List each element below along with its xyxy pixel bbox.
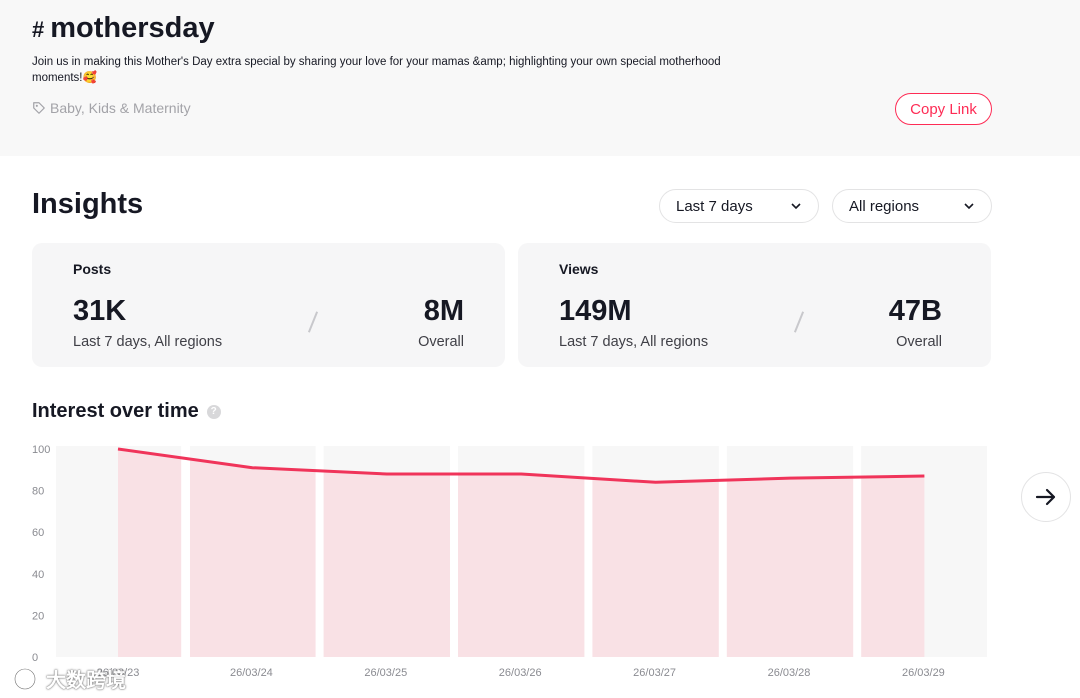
watermark: 大数跨境: [12, 664, 126, 693]
posts-recent-caption: Last 7 days, All regions: [73, 334, 223, 350]
tag-icon: [33, 102, 45, 114]
x-tick-label: 26/03/29: [902, 667, 945, 679]
views-label: Views: [559, 261, 599, 277]
x-tick-label: 26/03/23: [97, 667, 140, 679]
hashtag-name: mothersday: [50, 12, 215, 44]
views-overall-caption: Overall: [896, 334, 942, 350]
x-tick-label: 26/03/25: [364, 667, 407, 679]
day-separator: [853, 446, 862, 657]
day-separator: [450, 446, 458, 657]
chevron-down-icon: [791, 203, 801, 210]
views-recent-caption: Last 7 days, All regions: [559, 334, 709, 350]
y-tick-label: 0: [32, 652, 38, 664]
watermark-logo-icon: [13, 667, 37, 690]
series-area: [118, 449, 925, 657]
region-select-value: All regions: [849, 197, 920, 215]
y-tick-label: 60: [32, 527, 44, 539]
question-icon[interactable]: ?: [206, 404, 221, 419]
period-select[interactable]: Last 7 days: [659, 189, 819, 223]
next-arrow-button[interactable]: [1021, 472, 1071, 522]
posts-label: Posts: [73, 261, 112, 277]
posts-overall-caption: Overall: [418, 334, 464, 350]
day-separator: [718, 446, 727, 657]
day-separator: [584, 446, 593, 657]
views-overall-value: 47B: [888, 295, 942, 327]
x-tick-label: 26/03/27: [633, 667, 676, 679]
arrow-right-icon: [1035, 488, 1056, 506]
divider-slash: [307, 311, 319, 333]
insights-title: Insights: [32, 188, 144, 220]
views-recent-value: 149M: [559, 295, 632, 327]
hash-symbol: #: [32, 17, 45, 42]
copy-link-button[interactable]: Copy Link: [895, 93, 992, 125]
chevron-down-icon: [964, 203, 974, 210]
day-separator: [182, 446, 190, 657]
views-card: Views 149M Last 7 days, All regions 47B …: [518, 243, 991, 367]
interest-chart: 0 20 40 60 80 100 26/03/23 26/03/24 26/03/25 26/0…: [32, 444, 987, 679]
posts-overall-value: 8M: [423, 295, 464, 327]
hashtag-title: # mothersday: [32, 12, 215, 45]
hashtag-header: # mothersday Join us in making this Moth…: [0, 0, 1080, 156]
posts-card: Posts 31K Last 7 days, All regions 8M Ov…: [32, 243, 505, 367]
interest-title-text: Interest over time: [32, 400, 199, 422]
y-tick-label: 100: [32, 444, 50, 456]
hashtag-description: Join us in making this Mother's Day extr…: [32, 56, 721, 84]
y-tick-label: 80: [32, 486, 44, 498]
day-separator: [315, 446, 324, 657]
y-tick-label: 40: [32, 569, 44, 581]
posts-recent-value: 31K: [73, 295, 127, 327]
watermark-text: 大数跨境: [46, 670, 126, 692]
x-tick-label: 26/03/26: [499, 667, 542, 679]
interest-over-time-title: Interest over time ?: [32, 400, 221, 423]
region-select[interactable]: All regions: [832, 189, 992, 223]
y-tick-label: 20: [32, 610, 44, 622]
x-tick-label: 26/03/24: [230, 667, 273, 679]
divider-slash: [793, 311, 805, 333]
period-select-value: Last 7 days: [676, 197, 753, 215]
category-text: Baby, Kids & Maternity: [50, 100, 191, 116]
x-tick-label: 26/03/28: [768, 667, 811, 679]
category-label: Baby, Kids & Maternity: [32, 100, 191, 116]
